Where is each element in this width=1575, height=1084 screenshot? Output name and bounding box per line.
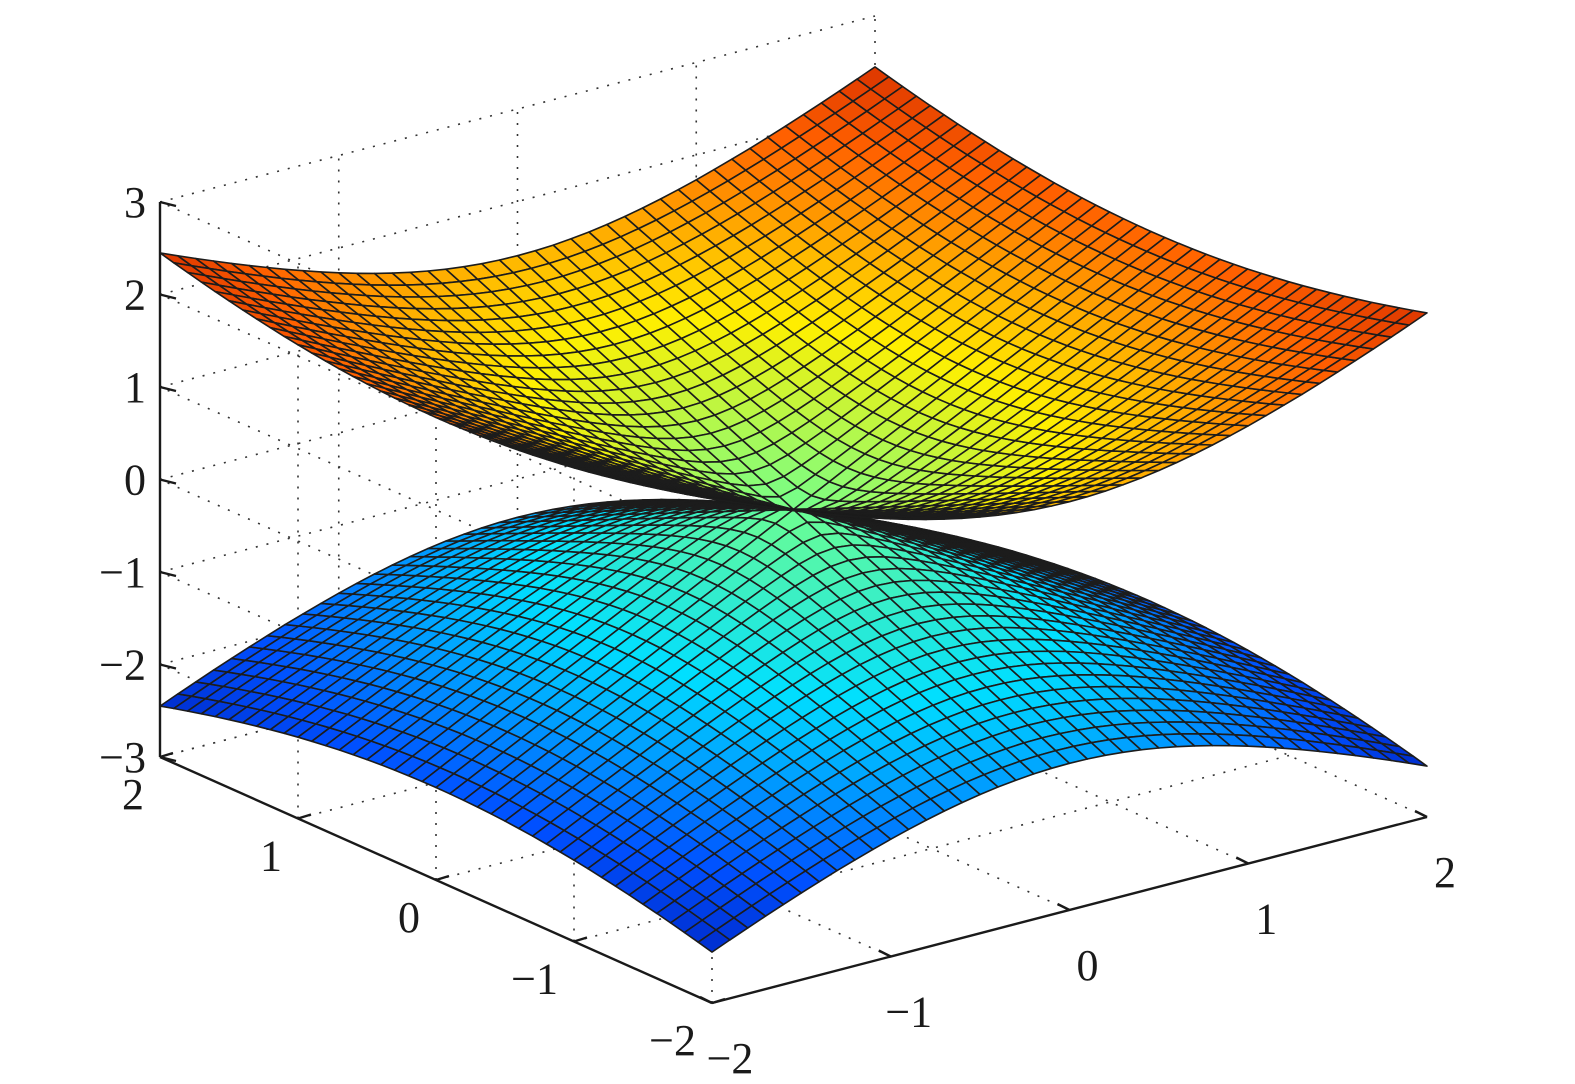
grid-line-x-floor [338, 709, 892, 958]
z-tick-mark [159, 663, 177, 670]
surface-face [1394, 752, 1428, 767]
lower-surface [159, 498, 1428, 953]
z-tick-mark [159, 478, 177, 485]
y-tick-label: −1 [511, 955, 558, 1004]
z-tick-mark [159, 293, 177, 300]
y-tick-mark [573, 936, 588, 943]
surfaces [159, 66, 1428, 953]
x-tick-mark [1056, 902, 1071, 912]
y-tick-label: 2 [122, 770, 144, 819]
z-tick-label: −3 [99, 733, 146, 782]
x-tick-mark [878, 949, 892, 958]
x-tick-mark [699, 995, 713, 1005]
x-tick-label: 1 [1255, 895, 1277, 944]
z-tick-mark [159, 755, 177, 763]
z-tick-label: 2 [124, 271, 146, 320]
x-tick-mark [1414, 809, 1428, 819]
surface-face [1394, 309, 1428, 326]
z-tick-mark [159, 570, 177, 578]
x-tick-label: −2 [707, 1034, 754, 1083]
upper-surface [159, 66, 1428, 521]
z-tick-mark [159, 385, 177, 393]
x-tick-label: −1 [885, 988, 932, 1037]
y-tick-mark [711, 997, 726, 1005]
y-tick-mark [435, 874, 450, 882]
x-tick-label: 2 [1434, 848, 1456, 897]
z-tick-label: 1 [124, 363, 146, 412]
y-tick-label: −2 [649, 1016, 696, 1065]
x-tick-mark [1235, 856, 1249, 865]
z-tick-label: 0 [124, 456, 146, 505]
grid-line-x-floor [517, 663, 1070, 911]
z-tick-label: 3 [124, 178, 146, 227]
z-tick-label: −1 [99, 548, 146, 597]
x-tick-label: 0 [1077, 941, 1099, 990]
axes [158, 200, 1428, 1005]
grid-line-x-floor [695, 616, 1249, 865]
y-tick-label: 0 [398, 893, 420, 942]
y-tick-mark [297, 813, 312, 820]
z-tick-mark [159, 200, 177, 208]
y-tick-label: 1 [260, 832, 282, 881]
grid-line-x-floor [874, 570, 1428, 818]
z-tick-label: −2 [99, 641, 146, 690]
grid-line-z-left [159, 293, 713, 542]
